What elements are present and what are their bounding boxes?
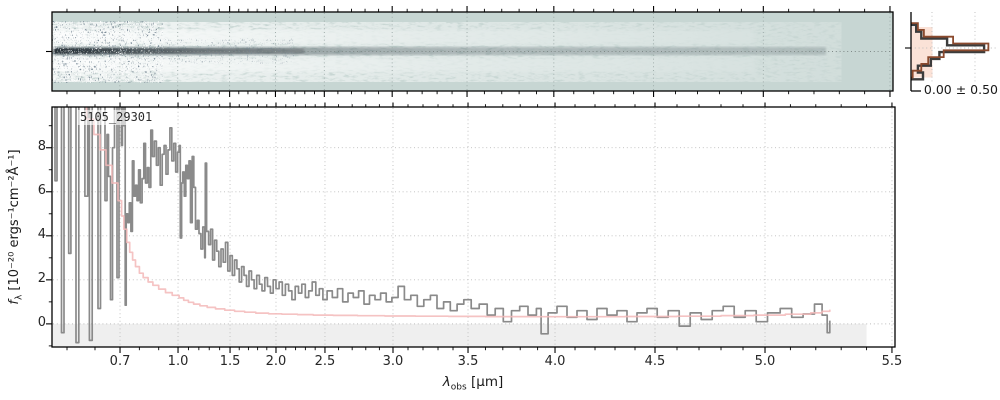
y-tick-label: 2	[37, 271, 46, 287]
x-tick-label: 1.0	[167, 354, 189, 369]
y-tick-label: 6	[37, 183, 46, 199]
histogram-stats-annotation: 0.00 ± 0.50	[921, 83, 999, 97]
x-tick-label: 3.5	[457, 354, 479, 369]
x-tick-label: 2.5	[314, 354, 336, 369]
histogram-panel	[905, 12, 997, 92]
y-tick-label: 8	[37, 139, 46, 155]
y-axis-label-symbol: f	[7, 300, 22, 305]
x-tick-label: 1.5	[219, 354, 241, 369]
y-axis-label: fλ [10⁻²⁰ ergs⁻¹cm⁻²Å⁻¹]	[7, 77, 25, 377]
spectrum-1d-panel	[46, 102, 896, 353]
y-tick-label: 0	[37, 315, 46, 331]
x-tick-label: 5.0	[754, 354, 776, 369]
y-axis-label-sub: λ	[14, 294, 25, 301]
y-axis-label-unit: [10⁻²⁰ ergs⁻¹cm⁻²Å⁻¹]	[7, 149, 22, 295]
x-axis-label-symbol: λ	[442, 374, 451, 390]
object-id-label: 5105_29301	[77, 110, 156, 125]
x-axis-label: λobs [μm]	[373, 374, 573, 393]
spectrum-2d-panel	[46, 6, 894, 97]
x-tick-label: 4.0	[544, 354, 566, 369]
x-tick-label: 2.0	[265, 354, 287, 369]
x-tick-label: 3.0	[382, 354, 404, 369]
x-axis-label-sub: obs	[450, 382, 467, 393]
x-axis-label-unit: [μm]	[466, 374, 504, 390]
x-tick-label: 0.7	[109, 354, 131, 369]
y-tick-label: 4	[37, 227, 46, 243]
x-tick-label: 5.5	[881, 354, 903, 369]
x-tick-label: 4.5	[644, 354, 666, 369]
